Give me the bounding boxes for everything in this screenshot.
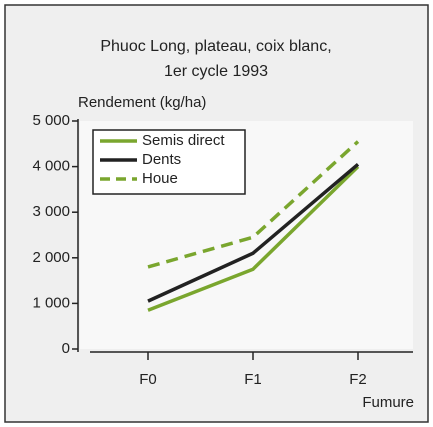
y-tick-label: 4 000 bbox=[32, 158, 70, 175]
legend-label: Dents bbox=[142, 151, 181, 168]
y-tick-label: 5 000 bbox=[32, 112, 70, 129]
y-tick-label: 2 000 bbox=[32, 249, 70, 266]
y-tick-label: 1 000 bbox=[32, 294, 70, 311]
x-tick-label: F2 bbox=[349, 371, 367, 388]
legend-label: Houe bbox=[142, 170, 178, 187]
chart-title: Phuoc Long, plateau, coix blanc, bbox=[100, 38, 331, 55]
y-tick-label: 3 000 bbox=[32, 203, 70, 220]
x-axis-label: Fumure bbox=[362, 394, 414, 411]
series-line bbox=[147, 162, 360, 303]
chart-title: 1er cycle 1993 bbox=[164, 63, 268, 80]
y-axis-label: Rendement (kg/ha) bbox=[78, 94, 206, 111]
x-tick-label: F0 bbox=[139, 371, 157, 388]
x-tick-label: F1 bbox=[244, 371, 262, 388]
y-tick-label: 0 bbox=[62, 340, 70, 357]
series-line bbox=[147, 165, 360, 312]
legend-label: Semis direct bbox=[142, 132, 225, 149]
